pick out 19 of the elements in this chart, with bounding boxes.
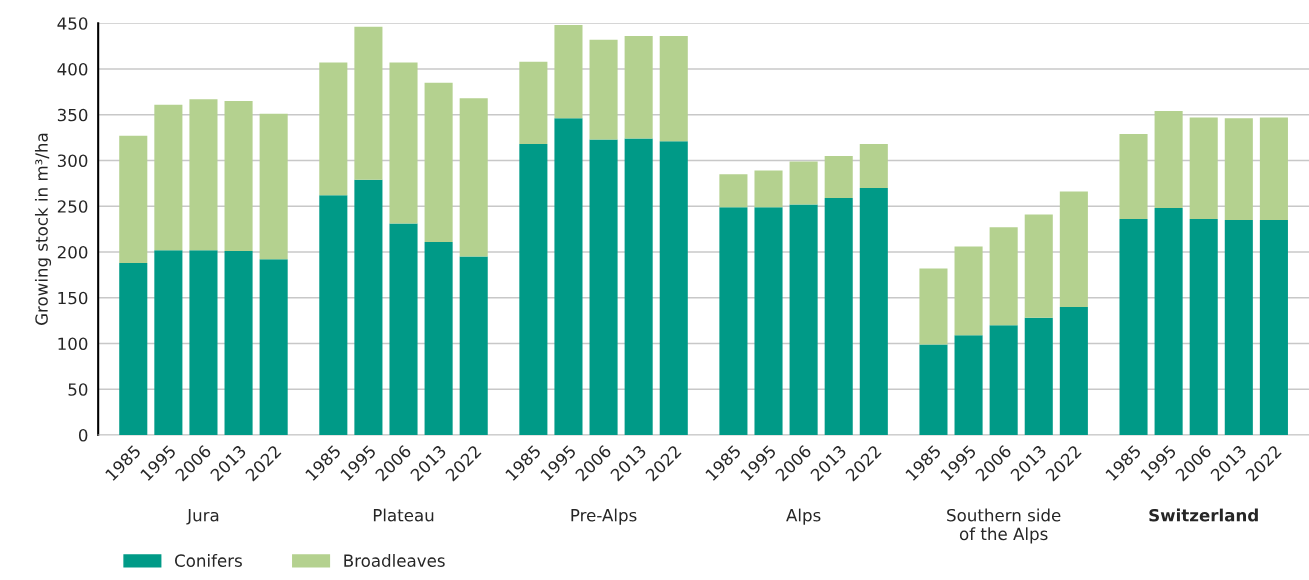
y-tick-label: 100 [58,337,88,351]
y-tick-label: 350 [57,108,88,122]
y-tick-label: 150 [58,291,88,305]
text: Switzerland [1149,508,1258,522]
y-axis-title: Growing stock in m³/ha [34,133,52,325]
text: Pre-Alps [571,508,637,525]
text: Plateau [373,508,434,522]
y-tick-label: 0 [78,428,88,442]
text: Southern side of the Alps [947,508,1061,544]
text: Alps [786,508,821,525]
y-tick-label: 450 [57,17,88,30]
text: Jura [186,509,219,525]
legend-label: Broadleaves [344,554,445,567]
y-tick-label: 200 [57,245,88,259]
y-tick-label: 250 [57,200,88,213]
y-tick-label: 50 [68,383,88,396]
legend-label: Conifers [174,554,242,567]
y-tick-label: 300 [57,154,88,168]
y-tick-label: 400 [57,62,88,76]
